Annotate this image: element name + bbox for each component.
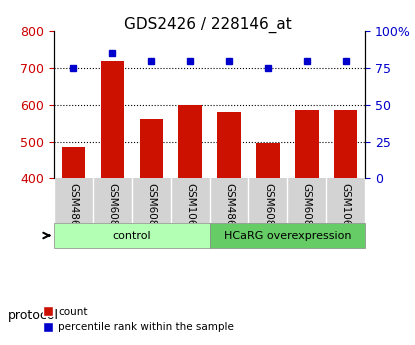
- Legend: count, percentile rank within the sample: count, percentile rank within the sample: [39, 303, 238, 336]
- Bar: [295, 109, 319, 326]
- Text: protocol: protocol: [8, 309, 59, 322]
- Bar: [62, 147, 85, 326]
- Text: GSM106835: GSM106835: [341, 183, 351, 246]
- Text: GSM60865: GSM60865: [263, 183, 273, 239]
- Text: GDS2426 / 228146_at: GDS2426 / 228146_at: [124, 17, 291, 33]
- Text: control: control: [112, 230, 151, 240]
- FancyBboxPatch shape: [54, 223, 210, 248]
- Text: GSM106834: GSM106834: [185, 183, 195, 246]
- Text: GSM48672: GSM48672: [224, 183, 234, 239]
- Bar: [139, 119, 163, 326]
- Bar: [334, 110, 357, 326]
- Bar: [178, 106, 202, 326]
- Text: GSM60867: GSM60867: [302, 183, 312, 239]
- Text: GSM60864: GSM60864: [107, 183, 117, 239]
- Bar: [217, 112, 241, 326]
- Bar: [101, 61, 124, 326]
- Text: HCaRG overexpression: HCaRG overexpression: [224, 230, 351, 240]
- Text: GSM60866: GSM60866: [146, 183, 156, 239]
- FancyBboxPatch shape: [210, 223, 365, 248]
- Text: GSM48671: GSM48671: [68, 183, 78, 239]
- Bar: [256, 144, 280, 326]
